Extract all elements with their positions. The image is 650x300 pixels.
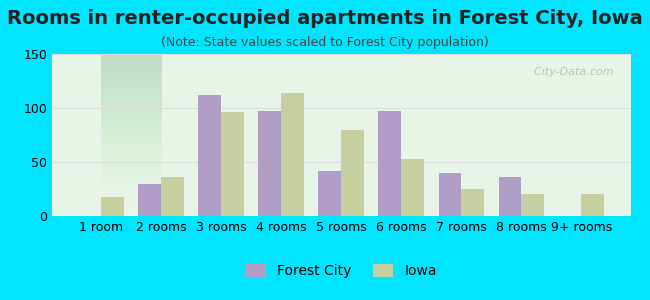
Bar — [439, 173, 462, 216]
Bar — [101, 196, 124, 216]
Bar — [161, 177, 184, 216]
Text: Rooms in renter-occupied apartments in Forest City, Iowa: Rooms in renter-occupied apartments in F… — [7, 9, 643, 28]
Bar — [341, 130, 364, 216]
Bar — [318, 171, 341, 216]
Bar — [401, 159, 424, 216]
Bar — [259, 111, 281, 216]
Bar — [462, 189, 484, 216]
Legend: Forest City, Iowa: Forest City, Iowa — [240, 259, 443, 284]
Text: (Note: State values scaled to Forest City population): (Note: State values scaled to Forest Cit… — [161, 36, 489, 49]
Bar — [281, 93, 304, 216]
Bar — [581, 194, 604, 216]
Bar — [138, 184, 161, 216]
Text: City-Data.com: City-Data.com — [526, 67, 613, 77]
Bar — [378, 111, 401, 216]
Bar — [521, 194, 544, 216]
Bar — [221, 112, 244, 216]
Bar — [198, 95, 221, 216]
Bar — [499, 177, 521, 216]
